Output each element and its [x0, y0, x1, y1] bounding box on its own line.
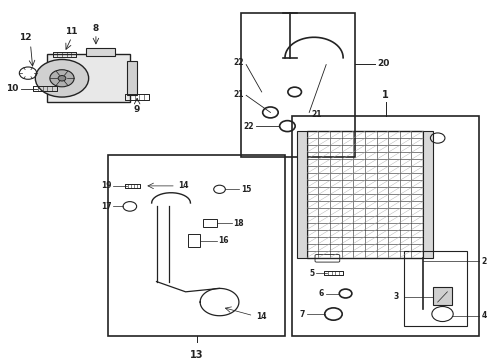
Text: 16: 16 — [218, 236, 228, 245]
Text: 21: 21 — [233, 90, 244, 99]
Bar — [125, 184, 139, 188]
Text: 22: 22 — [233, 58, 244, 67]
Text: 14: 14 — [178, 181, 188, 190]
Text: 2: 2 — [480, 257, 486, 266]
Bar — [422, 131, 432, 258]
Text: 9: 9 — [134, 105, 140, 114]
Bar — [241, 13, 355, 157]
Text: 6: 6 — [318, 289, 323, 298]
Bar — [125, 94, 148, 100]
Bar — [33, 86, 57, 91]
Bar — [47, 54, 130, 102]
Text: 12: 12 — [20, 33, 32, 42]
Text: 10: 10 — [6, 84, 19, 93]
Bar — [306, 131, 422, 258]
Text: 14: 14 — [255, 312, 266, 321]
Bar — [188, 234, 200, 247]
Text: 18: 18 — [233, 219, 243, 228]
Text: 8: 8 — [93, 24, 99, 33]
Circle shape — [58, 76, 66, 81]
Text: 15: 15 — [241, 185, 251, 194]
Circle shape — [50, 70, 74, 87]
Bar — [202, 219, 217, 227]
Bar — [127, 61, 137, 95]
Bar — [324, 271, 342, 275]
Text: 3: 3 — [393, 292, 398, 301]
Text: 5: 5 — [309, 269, 314, 278]
Text: 4: 4 — [480, 311, 486, 320]
Text: 20: 20 — [376, 59, 388, 68]
Text: 22: 22 — [243, 122, 253, 131]
Bar — [403, 251, 466, 326]
Text: 17: 17 — [101, 202, 111, 211]
Text: 21: 21 — [311, 110, 322, 119]
Text: 13: 13 — [189, 350, 203, 360]
Bar — [53, 51, 76, 57]
Text: 19: 19 — [101, 181, 111, 190]
Text: 7: 7 — [299, 310, 304, 319]
Text: 11: 11 — [65, 27, 78, 36]
Bar — [292, 116, 478, 336]
Text: 1: 1 — [382, 90, 388, 100]
Circle shape — [35, 59, 88, 97]
Bar — [108, 155, 285, 336]
Bar — [297, 131, 306, 258]
Bar — [432, 287, 451, 306]
Bar — [86, 48, 115, 56]
